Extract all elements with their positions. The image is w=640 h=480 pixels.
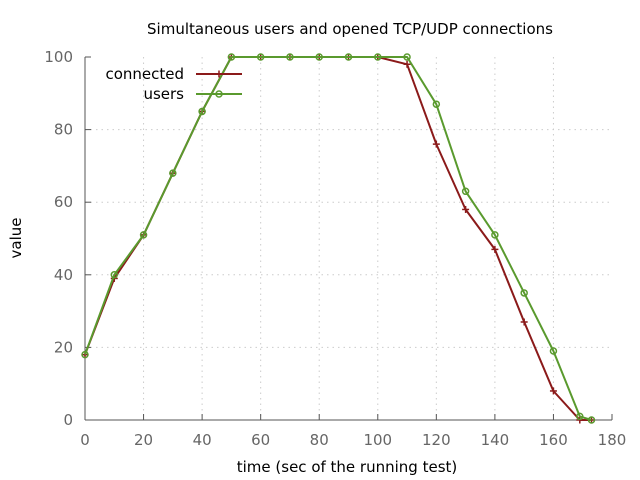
series-users bbox=[81, 53, 596, 424]
data-point-users bbox=[403, 53, 411, 61]
data-point-connected bbox=[403, 60, 411, 68]
x-tick-label: 160 bbox=[539, 431, 568, 449]
y-tick-label: 80 bbox=[54, 121, 73, 139]
data-point-users bbox=[432, 100, 441, 108]
legend-marker-users bbox=[215, 90, 223, 98]
y-tick-label: 40 bbox=[54, 266, 73, 284]
data-point-users bbox=[576, 412, 584, 421]
x-tick-label: 80 bbox=[310, 431, 329, 449]
x-tick-label: 20 bbox=[134, 431, 153, 449]
x-tick-label: 180 bbox=[598, 431, 627, 449]
x-tick-label: 0 bbox=[80, 431, 90, 449]
data-point-users bbox=[549, 347, 558, 355]
y-tick-label: 100 bbox=[44, 48, 73, 66]
data-point-users bbox=[315, 53, 323, 61]
data-point-users bbox=[461, 187, 470, 196]
legend-item-users: users bbox=[143, 85, 242, 103]
y-tick-label: 0 bbox=[63, 411, 73, 429]
data-point-users bbox=[227, 53, 236, 61]
x-tick-label: 120 bbox=[422, 431, 451, 449]
x-tick-label: 40 bbox=[193, 431, 212, 449]
data-point-users bbox=[139, 231, 148, 239]
data-point-connected bbox=[491, 245, 499, 253]
x-tick-label: 100 bbox=[363, 431, 392, 449]
data-point-users bbox=[81, 350, 89, 359]
legend: connected users bbox=[105, 65, 242, 103]
data-point-users bbox=[256, 53, 265, 61]
data-point-connected bbox=[520, 318, 528, 326]
y-tick-label: 60 bbox=[54, 193, 73, 211]
data-point-connected bbox=[432, 140, 440, 148]
y-tick-label: 20 bbox=[54, 338, 73, 356]
series-connected bbox=[81, 53, 596, 424]
series-line-connected bbox=[84, 56, 592, 421]
x-axis-label: time (sec of the running test) bbox=[237, 458, 458, 476]
chart-title: Simultaneous users and opened TCP/UDP co… bbox=[147, 20, 553, 38]
series-line-users bbox=[84, 56, 592, 421]
data-point-users bbox=[374, 53, 382, 61]
legend-label-users: users bbox=[143, 85, 184, 103]
data-point-users bbox=[286, 53, 294, 61]
data-series bbox=[81, 53, 596, 424]
data-point-users bbox=[169, 169, 177, 177]
legend-item-connected: connected bbox=[105, 65, 242, 83]
data-point-users bbox=[110, 271, 119, 279]
data-point-users bbox=[520, 289, 528, 297]
data-point-users bbox=[491, 231, 499, 239]
data-point-users bbox=[198, 107, 206, 116]
x-tick-label: 60 bbox=[251, 431, 270, 449]
axes: 0 20 40 60 80 100 120 140 160 180 0 20 40 60 80 100 bbox=[44, 48, 626, 449]
grid-lines bbox=[85, 57, 612, 420]
data-point-users bbox=[344, 53, 353, 61]
data-point-users bbox=[587, 416, 596, 424]
legend-label-connected: connected bbox=[105, 65, 184, 83]
data-point-connected bbox=[462, 205, 470, 213]
data-point-connected bbox=[549, 387, 557, 395]
y-axis-label: value bbox=[7, 218, 25, 259]
x-tick-label: 140 bbox=[481, 431, 510, 449]
legend-marker-connected bbox=[215, 70, 223, 78]
